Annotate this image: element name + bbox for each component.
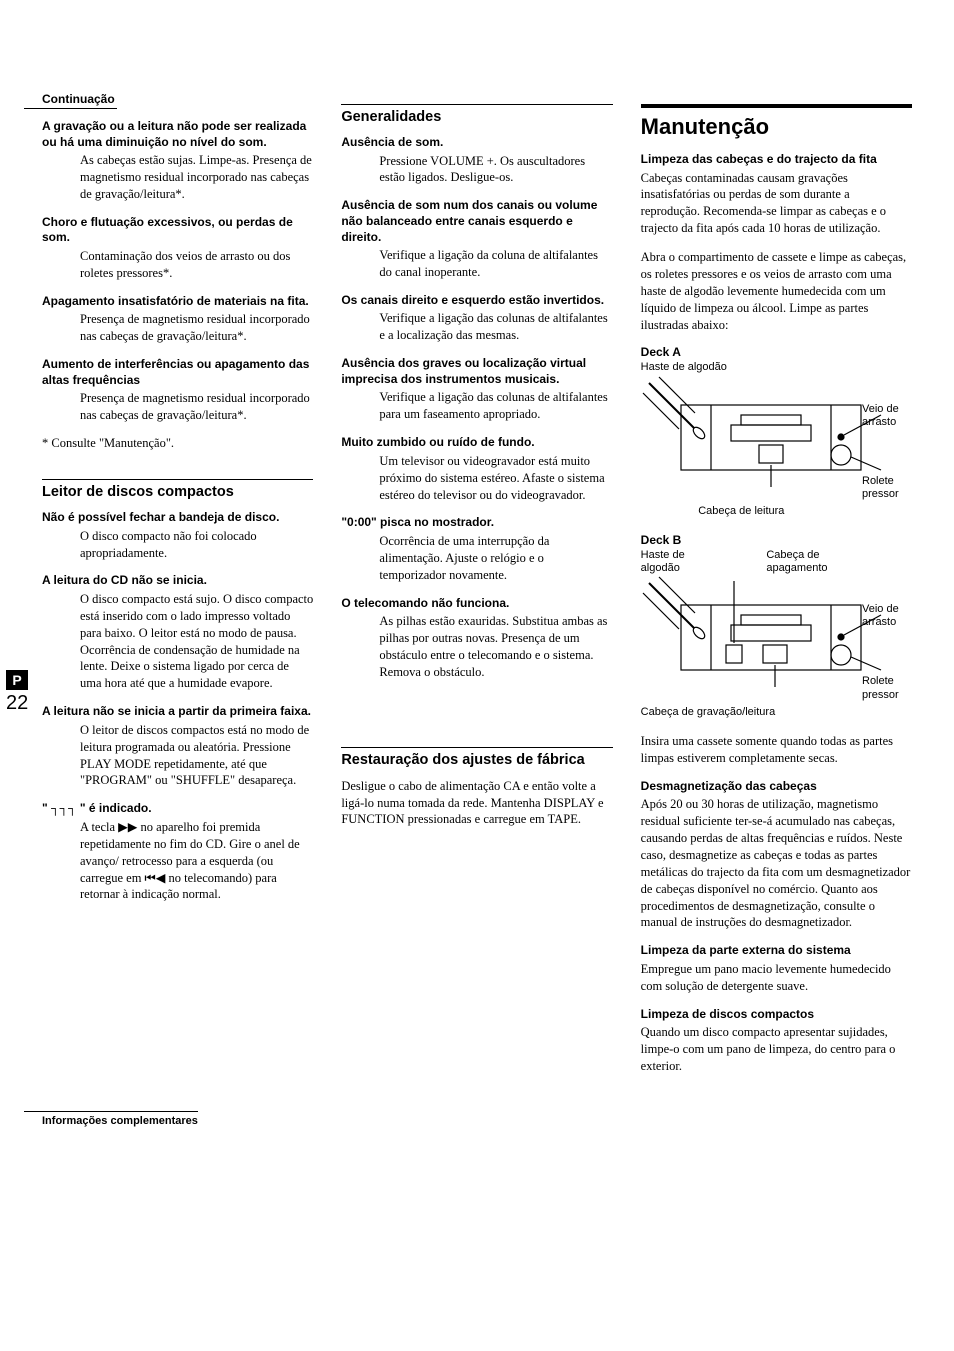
trouble-item-title: Ausência de som. [341,135,612,151]
trouble-item-body: Pressione VOLUME +. Os auscultadores est… [341,153,612,187]
trouble-item-body: Presença de magnetismo residual incorpor… [42,390,313,424]
trouble-item: Limpeza de discos compactosQuando um dis… [641,1007,912,1075]
deck-b-erase: Cabeça de apagamento [766,549,846,575]
trouble-item-body: Verifique a ligação da coluna de altifal… [341,247,612,281]
deck-a-rolete: Rolete pressor [862,475,912,501]
trouble-item: A leitura não se inicia a partir da prim… [42,704,313,789]
deck-b-head: Cabeça de gravação/leitura [641,706,776,719]
trouble-item: A leitura do CD não se inicia. O disco co… [42,573,313,692]
deck-a-head: Cabeça de leitura [698,505,784,518]
trouble-item-body: O leitor de discos compactos está no mod… [42,722,313,790]
trouble-item-title: Ausência dos graves ou localização virtu… [341,356,612,387]
trouble-item: Ausência de som num dos canais ou volume… [341,198,612,281]
trouble-item-title: Choro e flutuação excessivos, ou perdas … [42,215,313,246]
trouble-item: "0:00" pisca no mostrador. Ocorrência de … [341,515,612,583]
trouble-item-title: Aumento de interferências ou apagamento … [42,357,313,388]
trouble-item-body: O disco compacto não foi colocado apropr… [42,528,313,562]
trouble-item-body: Um televisor ou videogravador está muito… [341,453,612,504]
trouble-item-title: A leitura não se inicia a partir da prim… [42,704,313,720]
trouble-item-body: Quando um disco compacto apresentar suji… [641,1024,912,1075]
column-1: Continuação A gravação ou a leitura não … [42,90,313,1087]
trouble-item: Limpeza das cabeças e do trajecto da fit… [641,152,912,237]
section-general: Generalidades [341,104,612,125]
side-tab-pagenum: 22 [6,692,28,715]
deck-b-swab: Haste de algodão [641,549,701,575]
trouble-item-title: Os canais direito e esquerdo estão inver… [341,293,612,309]
trouble-item: A gravação ou a leitura não pode ser rea… [42,119,313,203]
trouble-item-title: O telecomando não funciona. [341,596,612,612]
trouble-item-body: Ocorrência de uma interrupção da aliment… [341,533,612,584]
footnote: * Consulte "Manutenção". [42,436,313,451]
trouble-item: Desmagnetização das cabeçasApós 20 ou 30… [641,779,912,932]
col3-items2: Desmagnetização das cabeçasApós 20 ou 30… [641,779,912,1075]
continuation-header: Continuação [24,92,117,109]
trouble-item: Aumento de interferências ou apagamento … [42,357,313,424]
trouble-item: O telecomando não funciona.As pilhas est… [341,596,612,681]
deck-a-label: Deck A [641,345,912,359]
column-3: Manutenção Limpeza das cabeças e do traj… [641,90,912,1087]
footer: Informações complementares [24,1111,198,1127]
trouble-item-body: Após 20 ou 30 horas de utilização, magne… [641,796,912,931]
deck-b-diagram: Deck B Haste de algodão Cabeça de apagam… [641,533,912,719]
deck-b-rolete: Rolete pressor [862,675,912,701]
deck-a-diagram: Deck A Haste de algodão [641,345,912,518]
trouble-item: Choro e flutuação excessivos, ou perdas … [42,215,313,282]
maintenance-open-para: Abra o compartimento de cassete e limpe … [641,249,912,333]
trouble-item: Muito zumbido ou ruído de fundo. Um telev… [341,435,612,503]
deck-b-label: Deck B [641,533,912,547]
trouble-item-body: Verifique a ligação das colunas de altif… [341,389,612,423]
trouble-item-title: Limpeza de discos compactos [641,1007,912,1023]
section-maintenance: Manutenção [641,104,912,140]
trouble-item-title: "0:00" pisca no mostrador. [341,515,612,531]
trouble-item-body: Presença de magnetismo residual incorpor… [42,311,313,345]
trouble-item: Apagamento insatisfatório de materiais n… [42,294,313,345]
trouble-item-title: Desmagnetização das cabeças [641,779,912,795]
section-factory-reset: Restauração dos ajustes de fábrica [341,747,612,768]
trouble-item-title: Apagamento insatisfatório de materiais n… [42,294,313,310]
col3-items1: Limpeza das cabeças e do trajecto da fit… [641,152,912,237]
trouble-item-title: Ausência de som num dos canais ou volume… [341,198,612,245]
trouble-item: " ┐┐┐ " é indicado. A tecla ▶▶ no aparelh… [42,801,313,903]
col2-items1: Ausência de som. Pressione VOLUME +. Os a… [341,135,612,681]
trouble-item: Ausência dos graves ou localização virtu… [341,356,612,423]
deck-a-swab: Haste de algodão [641,361,727,374]
trouble-item: Os canais direito e esquerdo estão inver… [341,293,612,344]
side-tab-letter: P [6,670,28,690]
trouble-item: Ausência de som. Pressione VOLUME +. Os a… [341,135,612,186]
trouble-item-body: A tecla ▶▶ no aparelho foi premida repet… [42,819,313,903]
trouble-item-title: Limpeza das cabeças e do trajecto da fit… [641,152,912,168]
trouble-item-body: Cabeças contaminadas causam gravações in… [641,170,912,238]
trouble-item-body: Empregue um pano macio levemente humedec… [641,961,912,995]
trouble-item-body: As cabeças estão sujas. Limpe-as. Presen… [42,152,313,203]
col1-items1: A gravação ou a leitura não pode ser rea… [42,119,313,424]
trouble-item-body: Verifique a ligação das colunas de altif… [341,310,612,344]
trouble-item-title: Limpeza da parte externa do sistema [641,943,912,959]
deck-b-veio: Veio de arrasto [862,603,912,629]
factory-reset-body: Desligue o cabo de alimentação CA e entã… [341,778,612,829]
trouble-item-body: As pilhas estão exauridas. Substitua amb… [341,613,612,681]
trouble-item-body: O disco compacto está sujo. O disco comp… [42,591,313,692]
maintenance-dry-para: Insira uma cassete somente quando todas … [641,733,912,767]
column-2: Generalidades Ausência de som. Pressione … [341,90,612,1087]
col1-items2: Não é possível fechar a bandeja de disco… [42,510,313,903]
side-tab: P 22 [6,670,28,715]
trouble-item-title: " ┐┐┐ " é indicado. [42,801,313,817]
trouble-item-title: Muito zumbido ou ruído de fundo. [341,435,612,451]
trouble-item-body: Contaminação dos veios de arrasto ou dos… [42,248,313,282]
trouble-item-title: A leitura do CD não se inicia. [42,573,313,589]
page: P 22 Continuação A gravação ou a leitura… [42,90,912,1087]
deck-a-veio: Veio de arrasto [862,403,912,429]
trouble-item-title: Não é possível fechar a bandeja de disco… [42,510,313,526]
section-cd-player: Leitor de discos compactos [42,479,313,500]
trouble-item-title: A gravação ou a leitura não pode ser rea… [42,119,313,150]
trouble-item: Não é possível fechar a bandeja de disco… [42,510,313,561]
trouble-item: Limpeza da parte externa do sistema Empre… [641,943,912,994]
